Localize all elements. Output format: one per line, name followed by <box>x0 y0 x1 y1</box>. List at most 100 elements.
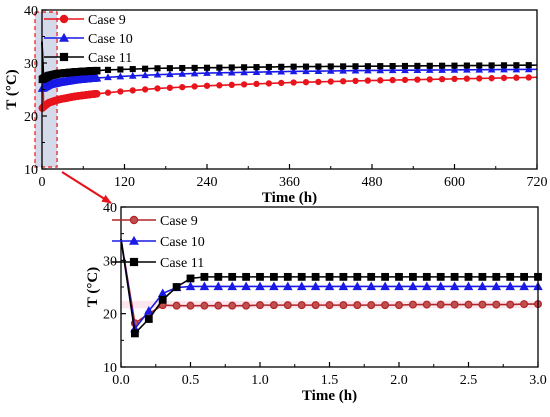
data-point <box>364 77 372 84</box>
legend-label: Case 11 <box>88 51 132 66</box>
data-point <box>186 274 195 283</box>
data-point <box>425 66 434 73</box>
data-point <box>339 272 348 281</box>
series-case-9 <box>38 41 538 112</box>
legend-marker <box>129 257 139 267</box>
data-point <box>116 72 125 80</box>
data-point <box>340 63 347 70</box>
data-point <box>277 67 286 75</box>
y-tick-label: 30 <box>24 57 38 72</box>
data-point <box>401 62 409 70</box>
data-point <box>310 281 321 291</box>
data-point <box>178 69 187 77</box>
data-point <box>463 281 474 291</box>
data-point <box>520 300 529 309</box>
data-point <box>104 73 112 81</box>
data-point <box>203 69 211 76</box>
data-point <box>464 300 473 309</box>
data-point <box>408 300 417 309</box>
data-point <box>338 281 349 291</box>
data-point <box>326 66 335 74</box>
data-point <box>500 74 508 82</box>
data-point <box>352 63 359 70</box>
legend-marker <box>129 215 139 225</box>
legend-item: Case 9 <box>44 13 126 28</box>
data-point <box>413 66 422 73</box>
legend-marker <box>129 235 139 245</box>
data-point <box>478 272 487 281</box>
data-point <box>478 300 487 309</box>
data-point <box>389 62 396 70</box>
data-point <box>265 80 273 87</box>
data-point <box>463 75 471 82</box>
data-point <box>377 77 384 84</box>
data-point <box>492 272 501 281</box>
data-point <box>436 300 445 309</box>
x-tick-label: 240 <box>197 175 218 190</box>
data-point <box>464 272 473 281</box>
data-point <box>117 66 124 73</box>
data-point <box>352 77 359 85</box>
data-point <box>381 272 390 281</box>
data-point <box>401 66 409 74</box>
data-point <box>451 75 458 83</box>
x-tick-label: 1.0 <box>251 373 269 388</box>
data-point <box>488 75 495 82</box>
x-axis-label: Time (h) <box>262 190 317 206</box>
series-line <box>120 238 538 325</box>
data-point <box>352 281 363 291</box>
data-point <box>435 281 446 291</box>
data-point <box>242 272 250 281</box>
data-point <box>289 67 298 75</box>
data-point <box>179 83 186 91</box>
data-point <box>128 71 137 79</box>
series-case-9 <box>120 238 542 328</box>
y-axis-label: T (°C) <box>85 267 101 307</box>
legend-marker <box>59 14 69 24</box>
data-point <box>492 300 501 309</box>
data-point <box>172 283 181 291</box>
data-point <box>215 68 224 76</box>
data-point <box>315 78 322 86</box>
y-tick-label: 10 <box>103 361 117 376</box>
data-point <box>324 281 335 291</box>
data-point <box>141 86 149 93</box>
data-point <box>252 68 261 75</box>
data-point <box>199 281 210 291</box>
data-point <box>477 281 488 291</box>
x-tick-label: 0 <box>39 175 46 190</box>
data-point <box>339 78 347 85</box>
data-point <box>203 64 211 71</box>
data-point <box>500 62 508 69</box>
data-point <box>525 62 532 69</box>
data-point <box>255 281 265 291</box>
data-point <box>227 68 236 76</box>
data-point <box>389 76 396 84</box>
legend-label: Case 10 <box>88 32 133 47</box>
data-point <box>463 62 470 69</box>
data-point <box>216 82 223 89</box>
data-point <box>290 79 297 86</box>
data-point <box>104 66 112 73</box>
data-point <box>158 295 167 304</box>
data-point <box>256 301 265 310</box>
data-point <box>408 281 418 291</box>
x-tick-label: 480 <box>362 175 383 190</box>
data-point <box>191 64 198 71</box>
data-point <box>154 85 161 92</box>
data-point <box>381 301 390 310</box>
bottom-chart-panel: 0.0 0.5 1.0 1.5 2.0 2.5 3.0 10 20 30 40 Time (h) T (… <box>85 201 547 404</box>
data-point <box>253 64 260 71</box>
legend-label: Case 9 <box>88 13 126 28</box>
legend-item: Case 10 <box>44 32 133 47</box>
data-point <box>265 63 272 71</box>
x-tick-label: 0.0 <box>112 373 130 388</box>
data-point <box>500 65 508 73</box>
data-point <box>290 63 297 70</box>
y-tick-label: 30 <box>103 254 117 269</box>
legend-label: Case 10 <box>160 235 205 250</box>
data-point <box>438 75 446 83</box>
data-point <box>364 66 372 74</box>
